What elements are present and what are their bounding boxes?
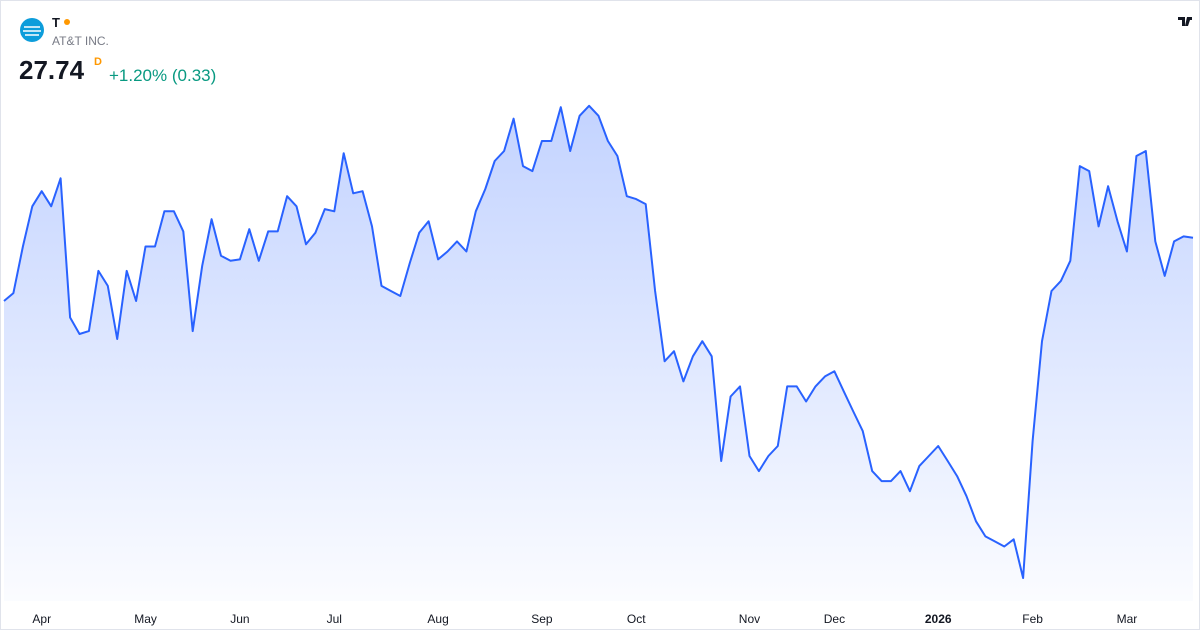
x-tick-label: Oct [627,612,646,626]
status-dot [64,19,70,25]
x-tick-label: 2026 [925,612,952,626]
price: 27.74 [19,55,85,85]
x-tick-label: Nov [739,612,760,626]
x-tick-label: Mar [1117,612,1138,626]
x-tick-label: Sep [531,612,553,626]
x-tick-label: Jul [327,612,342,626]
x-tick-label: May [134,612,157,626]
x-tick-label: Apr [32,612,51,626]
price-line [3,104,1194,579]
interval: D [94,56,102,68]
x-tick-label: Aug [427,612,448,626]
x-tick-label: Feb [1022,612,1043,626]
x-tick-label: Dec [824,612,845,626]
company-name: AT&T INC. [52,34,109,48]
x-tick-label: Jun [230,612,249,626]
change: +1.20% (0.33) [109,66,217,85]
tv-logo [1171,8,1199,34]
symbol: T [52,15,60,30]
logo [20,18,44,42]
area-fill [4,105,1193,602]
